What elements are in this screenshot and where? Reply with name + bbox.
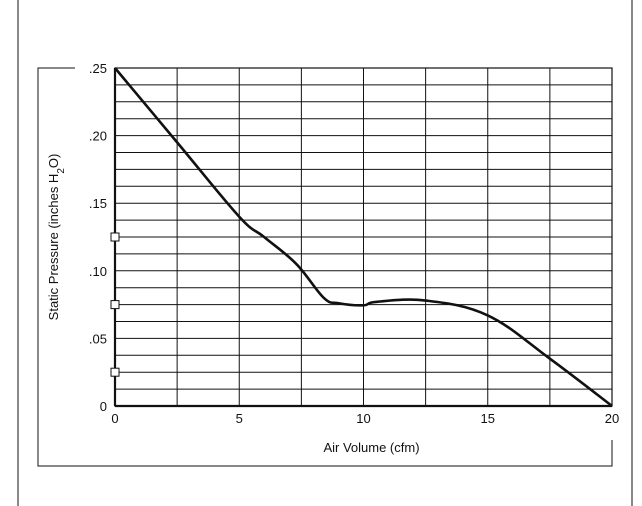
- y-tick-labels: 0 .05 .10 .15 .20 .25: [89, 61, 107, 414]
- y-tick-label: .05: [89, 331, 107, 346]
- y-axis-label-post: O): [46, 154, 61, 168]
- y-axis-marker: [111, 368, 119, 376]
- x-tick-label: 5: [236, 411, 243, 426]
- x-tick-label: 15: [481, 411, 495, 426]
- y-axis-marker: [111, 233, 119, 241]
- x-axis-label: Air Volume (cfm): [323, 440, 419, 455]
- outer-frame: [18, 0, 632, 506]
- y-axis-label-pre: Static Pressure (inches H: [46, 174, 61, 321]
- y-tick-label: .20: [89, 129, 107, 144]
- y-axis-marker: [111, 301, 119, 309]
- y-axis-label: Static Pressure (inches H2O): [46, 154, 67, 321]
- x-tick-label: 10: [356, 411, 370, 426]
- x-tick-label: 20: [605, 411, 619, 426]
- x-tick-label: 0: [111, 411, 118, 426]
- y-tick-label: .15: [89, 196, 107, 211]
- y-tick-label: 0: [100, 399, 107, 414]
- grid: [115, 68, 612, 406]
- y-tick-label: .10: [89, 264, 107, 279]
- x-tick-labels: 0 5 10 15 20: [111, 411, 619, 426]
- y-tick-label: .25: [89, 61, 107, 76]
